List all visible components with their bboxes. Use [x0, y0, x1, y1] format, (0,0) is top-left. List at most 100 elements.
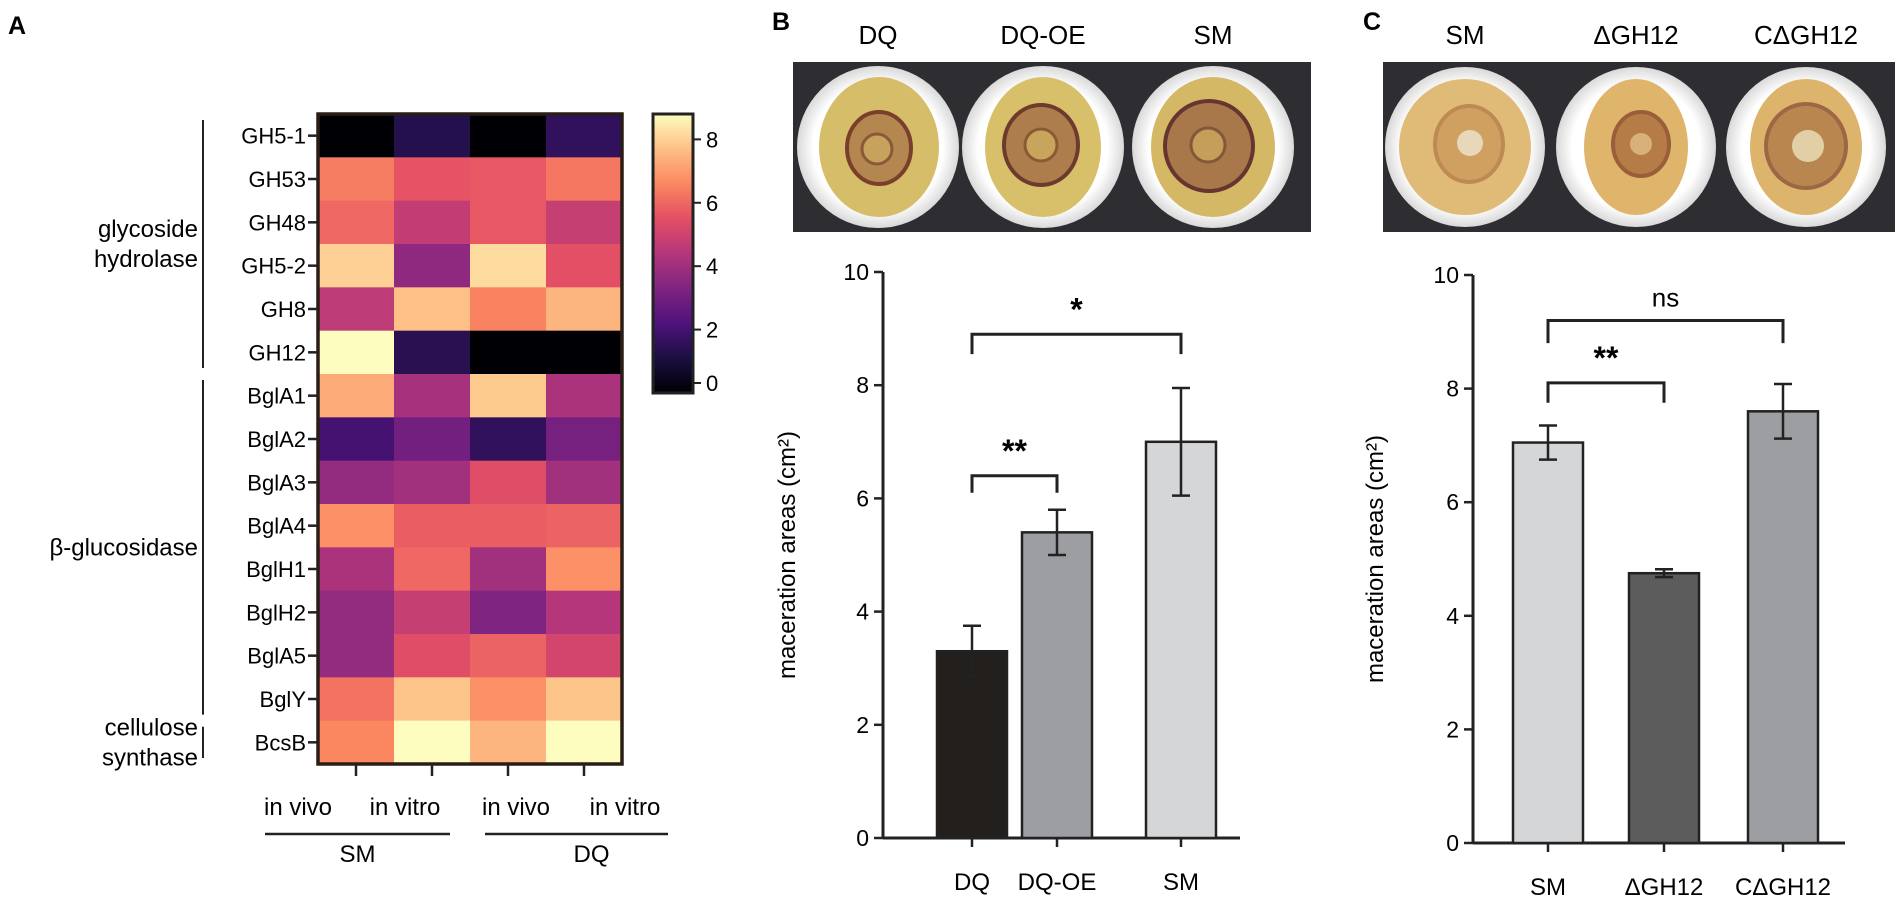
y-tick-label-8: 8	[1446, 376, 1459, 402]
heatmap-cell-bcsb-2	[470, 720, 547, 765]
colorbar-tick-label-2: 2	[706, 318, 718, 343]
row-label-bgla2: BglA2	[247, 427, 306, 452]
y-tick-label-8: 8	[856, 372, 869, 398]
heatmap-cell-bglh1-2	[470, 547, 547, 592]
photo-label-c-gh12-2: CΔGH12	[1754, 20, 1858, 50]
heatmap-cell-gh5-1-2	[470, 114, 547, 158]
y-tick-label-6: 6	[1446, 489, 1459, 515]
row-label-bglh1: BglH1	[246, 557, 306, 582]
heatmap-cell-bglh2-3	[546, 590, 623, 635]
petri-dish-dq-oe	[962, 66, 1124, 228]
heatmap-cell-bgly-1	[394, 677, 471, 722]
heatmap-cell-bgla3-1	[394, 460, 471, 505]
heatmap-cell-bgla4-3	[546, 504, 623, 548]
x-tick-label-sm: SM	[1163, 869, 1199, 896]
heatmap-cell-bgla2-0	[318, 417, 395, 462]
heatmap-cell-gh5-2-2	[470, 244, 547, 288]
heatmap-cell-bcsb-3	[546, 720, 623, 765]
heatmap-cell-bgla4-1	[394, 504, 471, 548]
significance-label-1: **	[1594, 340, 1619, 376]
photo-labels-b: DQ DQ-OE SM	[859, 20, 1233, 50]
row-label-gh5-1: GH5-1	[241, 124, 306, 149]
heatmap-cell-gh12-2	[470, 330, 547, 375]
colorbar-ticks: 0 2 4 6 8	[693, 127, 718, 396]
heatmap-cell-bgla1-0	[318, 374, 395, 418]
heatmap-cell-gh12-3	[546, 330, 623, 375]
row-label-bcsb: BcsB	[255, 730, 306, 755]
row-label-gh53: GH53	[249, 167, 306, 192]
x-tick-label-dq-oe: DQ-OE	[1018, 869, 1097, 896]
bar-sm	[1144, 440, 1218, 840]
heatmap-row-labels: GH5-1 GH53 GH48 GH5-2 GH8 GH12 BglA1 BglA2 BglA3…	[241, 124, 318, 755]
heatmap-cell-gh53-0	[318, 157, 395, 202]
bar-sm	[1511, 441, 1585, 845]
petri-dish-sm	[1132, 66, 1294, 228]
heatmap-cell-gh53-2	[470, 157, 547, 202]
row-label-gh5-2: GH5-2	[241, 254, 306, 279]
colorbar-tick-label-4: 4	[706, 254, 718, 279]
heatmap-cell-gh8-3	[546, 287, 623, 332]
row-label-bgla4: BglA4	[247, 514, 306, 539]
heatmap-cell-gh48-2	[470, 200, 547, 245]
y-tick-label-4: 4	[1446, 603, 1459, 629]
row-label-bgla5: BglA5	[247, 644, 306, 669]
photo-strip-b	[793, 62, 1311, 232]
y-tick-label-4: 4	[856, 599, 869, 625]
x-tick-label-gh12: ΔGH12	[1625, 874, 1704, 901]
heatmap-cell-gh48-0	[318, 200, 395, 245]
significance-label-0: ns	[1652, 282, 1679, 312]
row-label-bglh2: BglH2	[246, 600, 306, 625]
significance-bracket-0	[1546, 318, 1785, 344]
photo-label-gh12-1: ΔGH12	[1593, 20, 1678, 50]
x-tick-label-dq: DQ	[954, 869, 990, 896]
row-label-gh48: GH48	[249, 210, 306, 235]
bar-dq-oe	[1020, 531, 1094, 840]
heatmap-cell-gh5-1-0	[318, 114, 395, 158]
heatmap-cell-gh48-3	[546, 200, 623, 245]
heatmap-cells	[318, 114, 623, 765]
heatmap-cell-gh8-0	[318, 287, 395, 332]
heatmap-cell-gh5-2-3	[546, 244, 623, 288]
heatmap-cell-bgla2-3	[546, 417, 623, 462]
photo-label-dq-0: DQ	[859, 20, 898, 50]
x-tick-label-sm: SM	[1530, 874, 1566, 901]
y-tick-label-2: 2	[1446, 716, 1459, 742]
heatmap-cell-bgla2-2	[470, 417, 547, 462]
heatmap-cell-bgla1-1	[394, 374, 471, 418]
heatmap-cell-bcsb-0	[318, 720, 395, 765]
y-tick-label-2: 2	[856, 712, 869, 738]
row-group-label-glycoside-hydrolase: glycoside hydrolase	[94, 216, 198, 273]
column-label-in-vivo-0: in vivo	[264, 794, 332, 821]
bar-dq	[935, 649, 1009, 840]
heatmap-cell-bglh1-3	[546, 547, 623, 592]
heatmap-cell-gh5-2-1	[394, 244, 471, 288]
heatmap-cell-bgla4-2	[470, 504, 547, 548]
heatmap-cell-bglh1-0	[318, 547, 395, 592]
colorbar	[651, 112, 695, 395]
heatmap-cell-gh5-1-3	[546, 114, 623, 158]
heatmap-cell-gh12-1	[394, 330, 471, 375]
heatmap-cell-bgla1-2	[470, 374, 547, 418]
panel-c-label: C	[1363, 8, 1381, 36]
heatmap-cell-gh48-1	[394, 200, 471, 245]
column-group-label-sm: SM	[340, 841, 376, 868]
panel-b-label: B	[772, 8, 790, 36]
heatmap-cell-bglh2-2	[470, 590, 547, 635]
heatmap-cell-bgla3-0	[318, 460, 395, 505]
heatmap-cell-bglh2-1	[394, 590, 471, 635]
y-tick-label-0: 0	[1446, 830, 1459, 856]
panel-a: A GH5-1 GH53 GH48 GH5-2 GH8 GH12 BglA1 BglA2 Bgl…	[8, 12, 718, 868]
heatmap-cell-gh8-2	[470, 287, 547, 332]
heatmap-cell-gh53-3	[546, 157, 623, 202]
heatmap-cell-bgla5-2	[470, 634, 547, 678]
colorbar-tick-label-6: 6	[706, 191, 718, 216]
row-label-bgla3: BglA3	[247, 470, 306, 495]
y-tick-label-6: 6	[856, 485, 869, 511]
heatmap-cell-gh12-0	[318, 330, 395, 375]
heatmap-column-groups: SM DQ	[265, 832, 668, 868]
heatmap-cell-bcsb-1	[394, 720, 471, 765]
bar-c-gh12	[1746, 410, 1820, 845]
